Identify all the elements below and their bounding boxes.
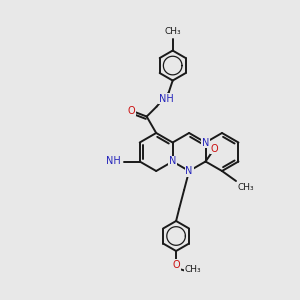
Text: N: N — [202, 137, 209, 148]
Text: O: O — [211, 143, 218, 154]
Text: N: N — [169, 157, 176, 166]
Text: O: O — [172, 260, 180, 270]
Text: CH₃: CH₃ — [184, 266, 201, 274]
Text: NH: NH — [106, 157, 121, 166]
Text: O: O — [128, 106, 136, 116]
Text: N: N — [185, 166, 193, 176]
Text: CH₃: CH₃ — [164, 26, 181, 35]
Text: NH: NH — [159, 94, 173, 103]
Text: CH₃: CH₃ — [238, 183, 255, 192]
